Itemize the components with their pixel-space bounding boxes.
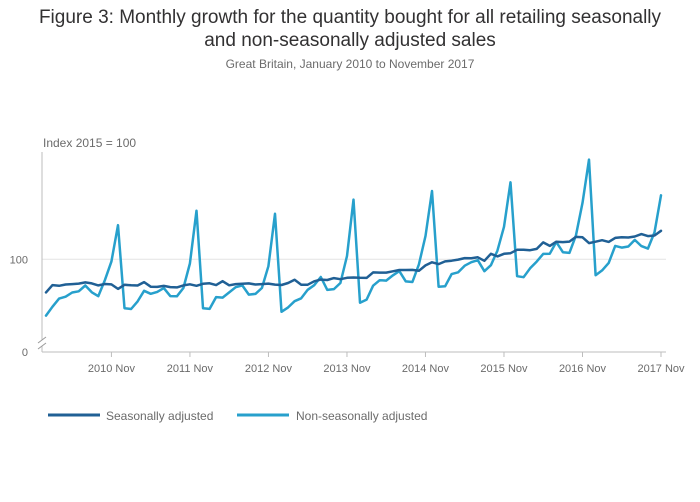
legend-label: Non-seasonally adjusted: [296, 409, 427, 423]
y-axis-ticks: 0 100: [10, 254, 28, 359]
chart-title-line-1: Figure 3: Monthly growth for the quantit…: [38, 7, 662, 28]
chart-subtitle: Great Britain, January 2010 to November …: [225, 57, 475, 71]
series-line-seasonally-adjusted: [44, 229, 663, 294]
x-tick-label: 2011 Nov: [167, 363, 214, 375]
legend-label: Seasonally adjusted: [106, 409, 213, 423]
axes: [37, 152, 666, 353]
x-tick-label: 2013 Nov: [323, 363, 371, 375]
x-tick-label: 2016 Nov: [559, 363, 607, 375]
y-axis-break-mark-2: [37, 342, 47, 350]
x-tick-label: 2010 Nov: [88, 363, 136, 375]
chart-title: Figure 3: Monthly growth for the quantit…: [0, 6, 700, 52]
y-tick-label: 100: [10, 254, 28, 266]
y-axis-title: Index 2015 = 100: [43, 136, 136, 150]
x-axis-ticks: 2010 Nov 2011 Nov 2012 Nov 2013 Nov 2014 Nov…: [88, 352, 685, 375]
series-line-non-seasonally-adjusted: [44, 158, 663, 317]
x-tick-label: 2017 Nov: [637, 363, 685, 375]
chart-title-line-2: and non-seasonally adjusted sales: [204, 30, 496, 51]
y-tick-label: 0: [22, 347, 28, 359]
x-tick-label: 2012 Nov: [245, 363, 293, 375]
series-group: [44, 158, 663, 317]
legend: Seasonally adjusted Non-seasonally adjust…: [48, 409, 427, 423]
x-tick-label: 2014 Nov: [402, 363, 450, 375]
x-tick-label: 2015 Nov: [480, 363, 528, 375]
y-axis-break-mark: [37, 336, 47, 344]
